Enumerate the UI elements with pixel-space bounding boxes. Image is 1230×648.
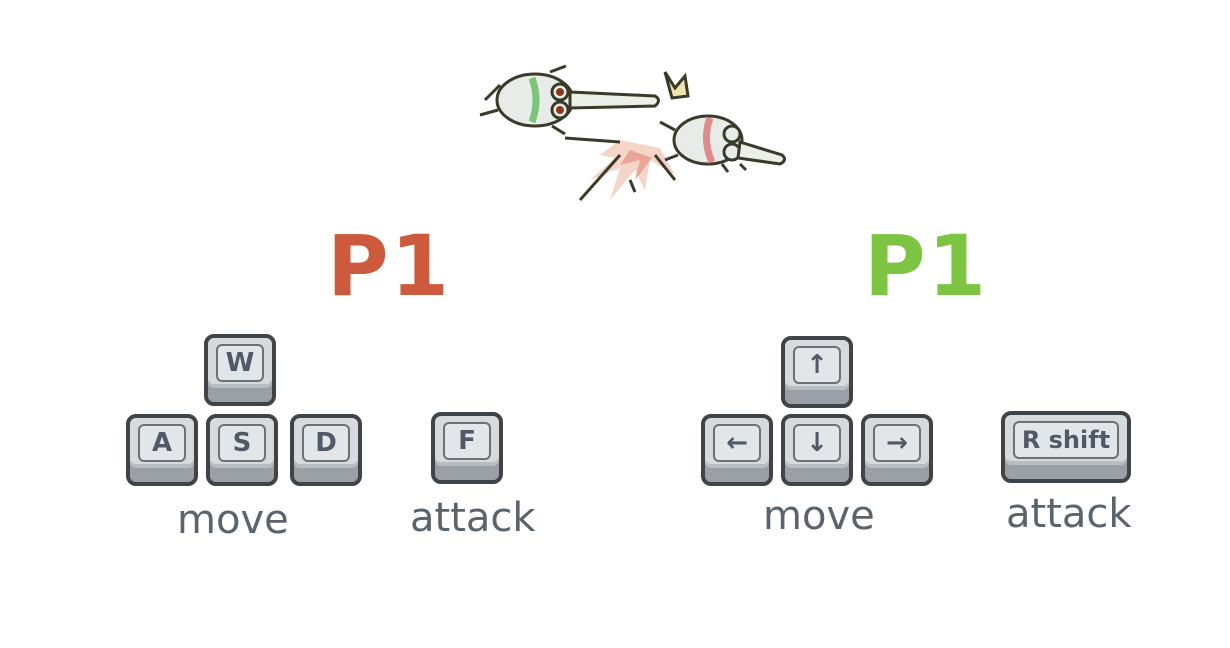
key-s-label: S xyxy=(218,424,266,462)
key-s: S xyxy=(206,414,278,486)
key-arrow-left: ← xyxy=(701,414,773,486)
key-arrow-up-label: ↑ xyxy=(793,346,841,384)
key-a: A xyxy=(126,414,198,486)
key-right-shift: R shift xyxy=(1001,411,1131,483)
left-attack-caption: attack xyxy=(410,495,536,541)
right-player-label: P1 xyxy=(864,217,989,315)
key-arrow-down: ↓ xyxy=(781,414,853,486)
left-player-label: P1 xyxy=(327,217,452,315)
key-arrow-left-label: ← xyxy=(713,424,761,462)
key-arrow-up: ↑ xyxy=(781,336,853,408)
key-d: D xyxy=(290,414,362,486)
two-knights-jousting-illustration xyxy=(479,64,787,201)
key-f-label: F xyxy=(443,422,491,460)
key-f: F xyxy=(431,412,503,484)
right-move-caption: move xyxy=(763,493,875,539)
left-move-caption: move xyxy=(177,497,289,543)
green-knight xyxy=(479,64,660,136)
key-arrow-right-label: → xyxy=(873,424,921,462)
key-w-label: W xyxy=(216,344,264,382)
red-knight xyxy=(659,114,787,173)
key-d-label: D xyxy=(302,424,350,462)
clash-burst xyxy=(564,136,677,201)
key-a-label: A xyxy=(138,424,186,462)
key-right-shift-label: R shift xyxy=(1013,421,1119,459)
key-w: W xyxy=(204,334,276,406)
key-arrow-right: → xyxy=(861,414,933,486)
right-attack-caption: attack xyxy=(1006,491,1132,537)
key-arrow-down-label: ↓ xyxy=(793,424,841,462)
